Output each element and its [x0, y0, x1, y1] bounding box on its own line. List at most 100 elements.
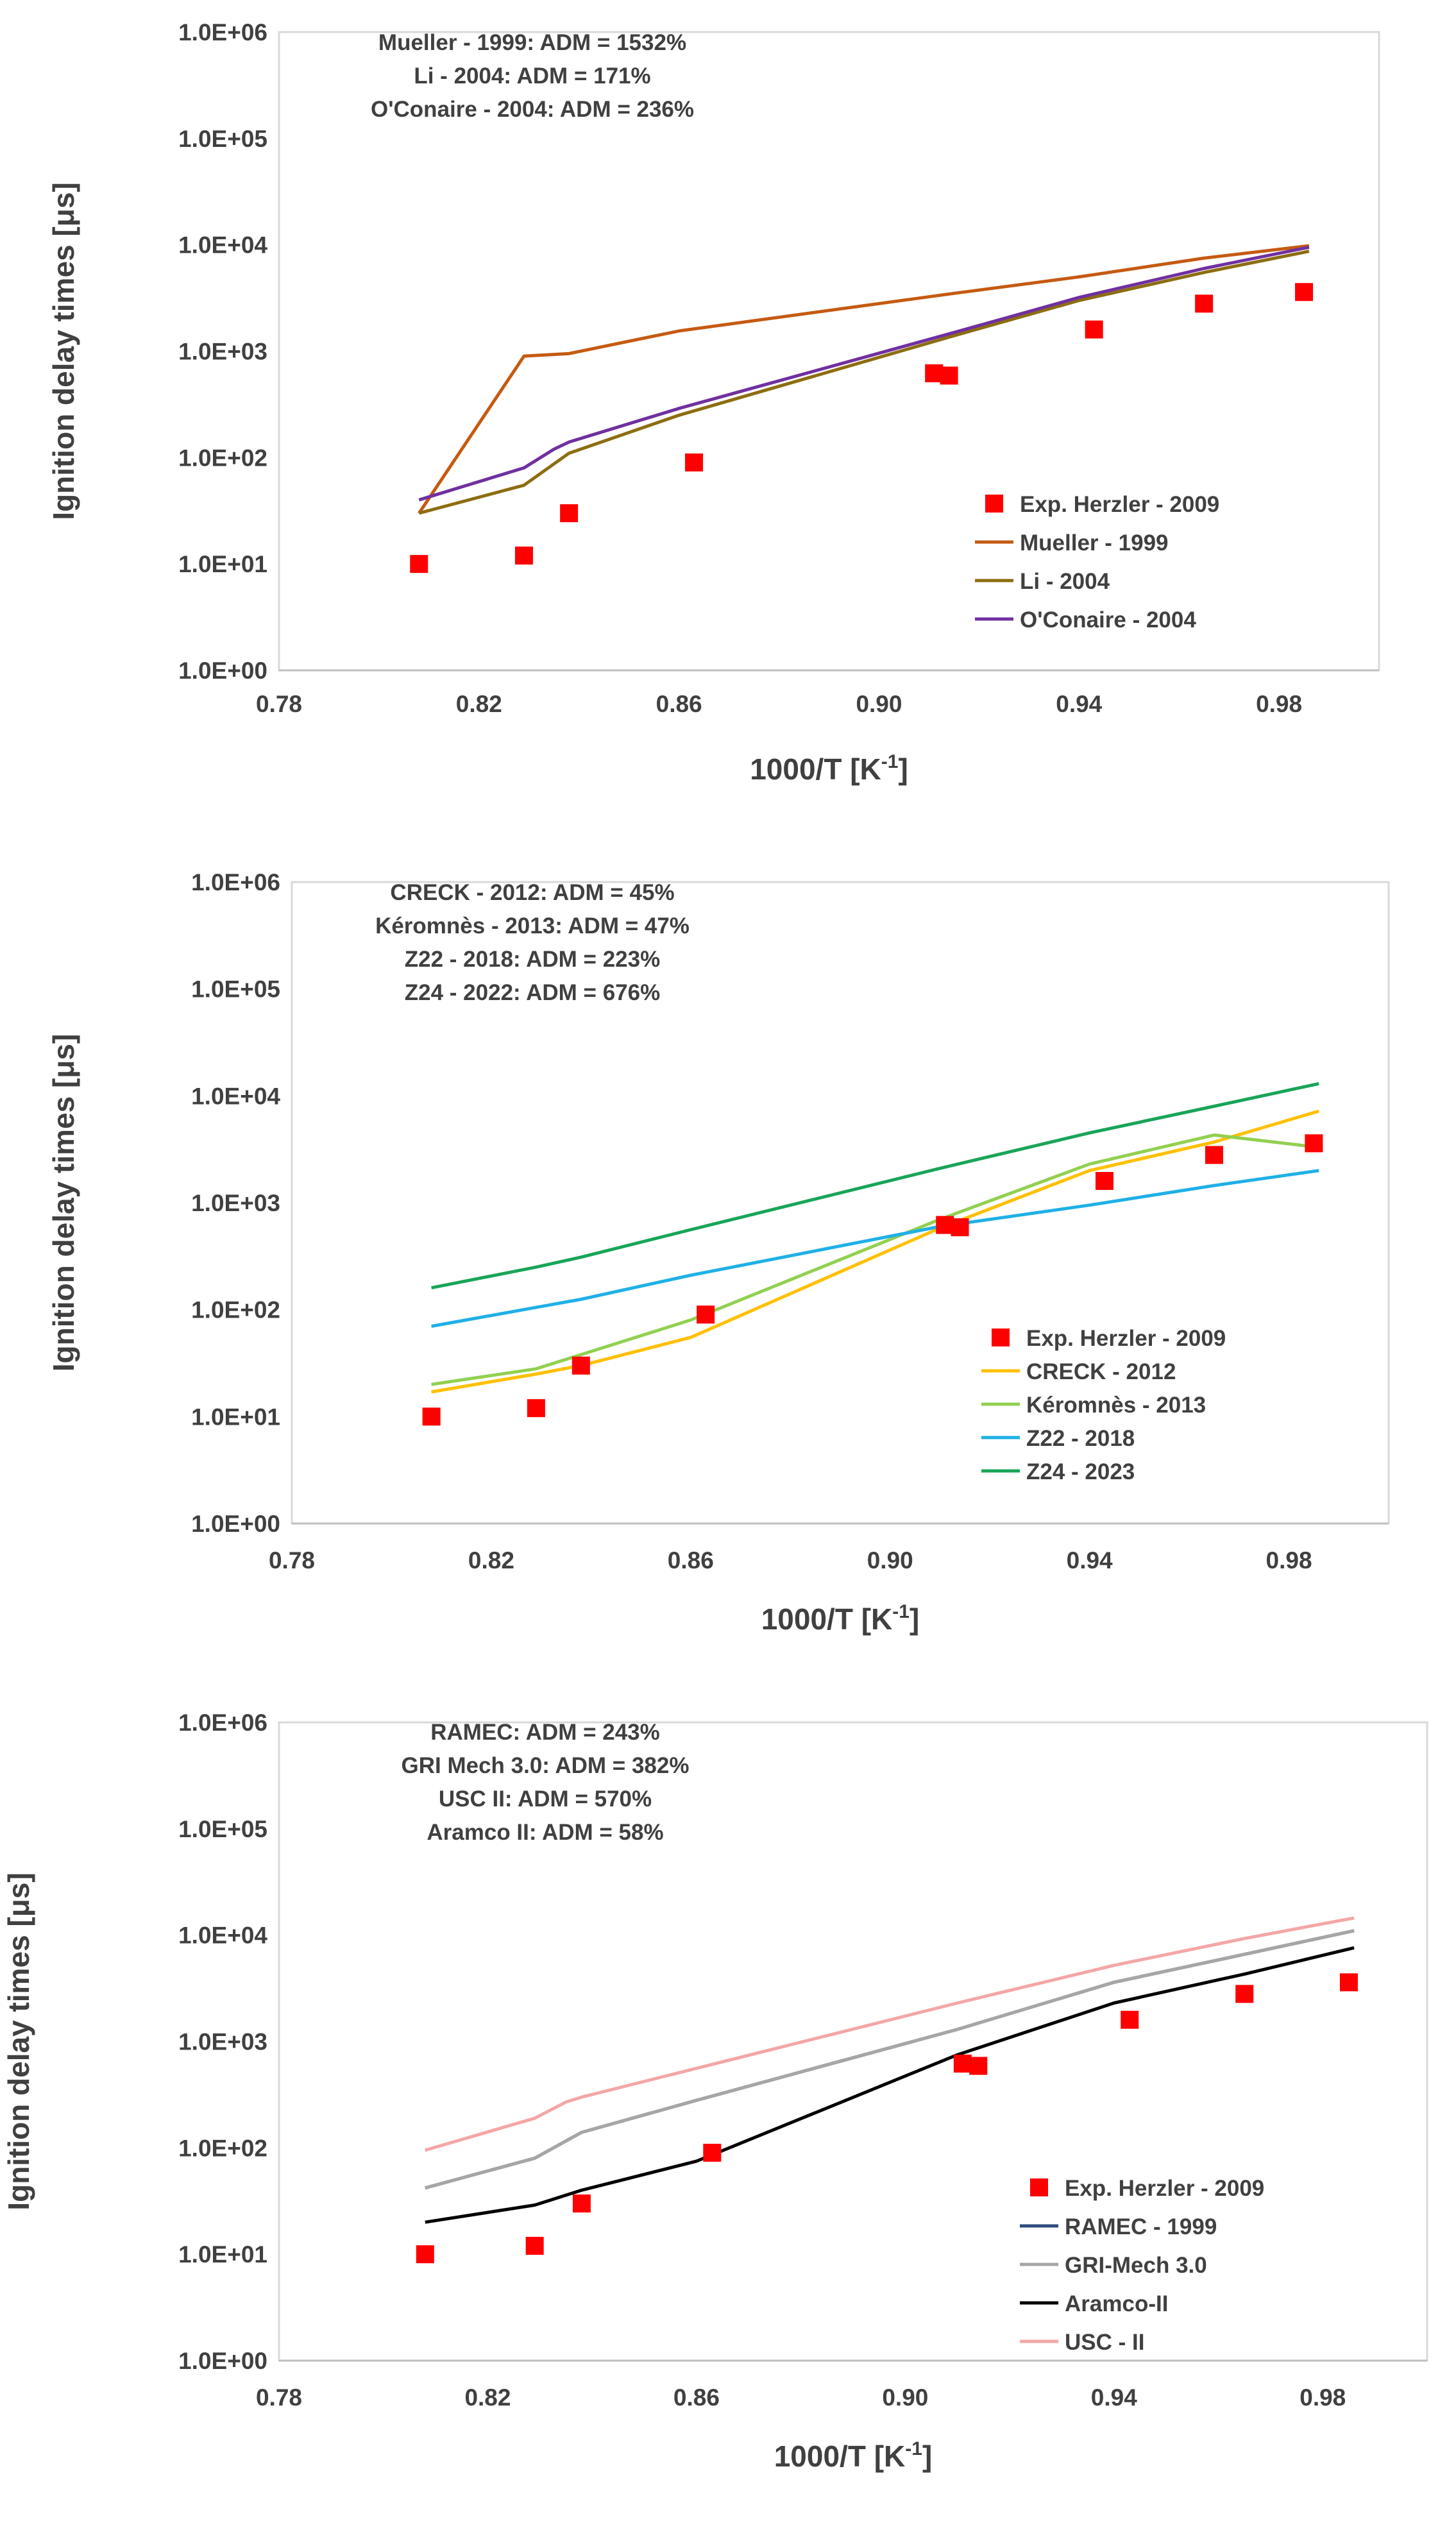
y-tick-label: 1.0E+03 — [178, 2029, 267, 2055]
legend-label-3: Z22 - 2018 — [1026, 1426, 1135, 1451]
exp-data-point — [1085, 320, 1103, 339]
series-line-4 — [425, 1916, 1355, 2152]
series-line-2 — [431, 1133, 1319, 1386]
exp-data-point — [527, 1399, 545, 1418]
series-line-1 — [431, 1109, 1319, 1394]
legend-label-4: Z24 - 2023 — [1026, 1459, 1135, 1484]
legend-label-exp: Exp. Herzler - 2009 — [1026, 1326, 1226, 1351]
x-axis-title-main: 1000/T [K — [761, 1602, 893, 1636]
legend-label-2: Li - 2004 — [1020, 569, 1110, 594]
exp-data-point — [572, 2194, 591, 2213]
exp-data-point — [1295, 283, 1314, 301]
exp-data-point — [969, 2057, 988, 2075]
y-tick-label: 1.0E+04 — [178, 1923, 267, 1949]
series-line-1 — [418, 244, 1310, 514]
y-tick-label: 1.0E+04 — [178, 232, 267, 259]
exp-data-point — [925, 364, 944, 382]
exp-data-point — [685, 453, 704, 471]
x-axis-title-main: 1000/T [K — [750, 752, 881, 786]
adm-annotation: CRECK - 2012: ADM = 45% — [390, 880, 674, 905]
exp-data-point — [560, 504, 579, 523]
series-line-2 — [425, 1929, 1355, 2190]
x-tick-label: 0.78 — [256, 691, 302, 717]
y-tick-label: 1.0E+06 — [191, 869, 280, 896]
y-axis-title: Ignition delay times [μs] — [2, 1872, 35, 2211]
exp-data-point — [525, 2237, 544, 2255]
adm-annotation: Mueller - 1999: ADM = 1532% — [378, 30, 686, 55]
exp-data-point — [514, 547, 533, 565]
x-tick-label: 0.82 — [468, 1547, 514, 1574]
x-axis-title: 1000/T [K-1] — [774, 2438, 933, 2473]
legend-marker-exp — [1030, 2178, 1048, 2196]
adm-annotation: USC II: ADM = 570% — [439, 1787, 652, 1812]
series-line-3 — [431, 1169, 1319, 1328]
x-tick-label: 0.94 — [1067, 1547, 1113, 1574]
series-line-2 — [418, 250, 1310, 515]
adm-annotation: O'Conaire - 2004: ADM = 236% — [371, 97, 694, 122]
x-axis-title-end: ] — [910, 1602, 919, 1636]
plot-frame — [278, 1721, 1428, 2362]
y-tick-label: 1.0E+02 — [178, 2135, 267, 2161]
y-tick-label: 1.0E+01 — [178, 551, 267, 577]
y-tick-label: 1.0E+00 — [178, 2348, 267, 2374]
adm-annotation: Kéromnès - 2013: ADM = 47% — [375, 913, 690, 938]
y-tick-label: 1.0E+01 — [191, 1404, 280, 1430]
x-axis-title-superscript: -1 — [905, 2438, 922, 2459]
adm-annotation: Aramco II: ADM = 58% — [427, 1820, 663, 1845]
series-line-1 — [425, 1929, 1355, 2190]
x-tick-label: 0.78 — [269, 1547, 315, 1574]
exp-data-point — [1121, 2010, 1139, 2029]
legend-label-1: CRECK - 2012 — [1026, 1359, 1176, 1384]
legend-label-3: O'Conaire - 2004 — [1020, 607, 1196, 632]
y-tick-label: 1.0E+03 — [191, 1190, 280, 1216]
adm-annotation: Z22 - 2018: ADM = 223% — [405, 947, 660, 972]
x-tick-label: 0.98 — [1266, 1547, 1312, 1574]
y-tick-label: 1.0E+00 — [178, 658, 267, 684]
exp-data-point — [1205, 1146, 1223, 1164]
x-tick-label: 0.82 — [456, 691, 502, 717]
x-axis-title-end: ] — [922, 2440, 932, 2473]
legend-label-exp: Exp. Herzler - 2009 — [1065, 2176, 1264, 2201]
y-tick-label: 1.0E+02 — [191, 1297, 280, 1323]
exp-data-point — [1195, 294, 1214, 313]
x-axis-title: 1000/T [K-1] — [761, 1601, 920, 1636]
x-tick-label: 0.86 — [656, 691, 702, 717]
chart-panel-1: 1.0E+00 1.0E+01 1.0E+02 1.0E+03 1.0E+04 1.0E+… — [0, 0, 1456, 834]
series-line-3 — [418, 245, 1310, 502]
adm-annotation: GRI Mech 3.0: ADM = 382% — [402, 1753, 690, 1778]
exp-data-point — [571, 1356, 590, 1375]
legend-label-1: Mueller - 1999 — [1020, 531, 1169, 556]
x-tick-label: 0.94 — [1091, 2384, 1137, 2411]
adm-annotation: RAMEC: ADM = 243% — [430, 1720, 660, 1745]
exp-data-point — [1305, 1134, 1323, 1153]
y-axis-title: Ignition delay times [μs] — [47, 1034, 80, 1372]
x-tick-label: 0.94 — [1056, 691, 1102, 717]
exp-data-point — [416, 2245, 434, 2264]
exp-data-point — [940, 366, 958, 385]
y-tick-label: 1.0E+05 — [178, 1816, 267, 1842]
exp-data-point — [1235, 1985, 1254, 2003]
legend-label-exp: Exp. Herzler - 2009 — [1020, 492, 1219, 517]
y-tick-label: 1.0E+06 — [178, 19, 267, 46]
y-tick-label: 1.0E+02 — [178, 445, 267, 471]
x-axis-title-end: ] — [898, 752, 908, 786]
y-tick-label: 1.0E+00 — [191, 1511, 280, 1537]
chart-3: 1.0E+00 1.0E+01 1.0E+02 1.0E+03 1.0E+04 1.0E+… — [2, 1710, 1428, 2473]
plot-frame — [278, 31, 1380, 672]
chart-panel-3: 1.0E+00 1.0E+01 1.0E+02 1.0E+03 1.0E+04 1.0E+… — [0, 1687, 1456, 2521]
exp-data-point — [422, 1407, 441, 1426]
x-axis-title-main: 1000/T [K — [774, 2440, 906, 2473]
exp-data-point — [703, 2143, 722, 2162]
x-tick-label: 0.86 — [673, 2384, 720, 2411]
adm-annotation: Li - 2004: ADM = 171% — [414, 64, 650, 89]
x-axis-title: 1000/T [K-1] — [750, 751, 908, 786]
exp-data-point — [951, 1218, 969, 1237]
x-tick-label: 0.78 — [256, 2384, 302, 2411]
exp-data-point — [697, 1305, 715, 1324]
x-tick-label: 0.90 — [856, 691, 902, 717]
plot-frame — [291, 881, 1390, 1525]
exp-data-point — [1095, 1171, 1113, 1190]
chart-2: 1.0E+00 1.0E+01 1.0E+02 1.0E+03 1.0E+04 1.0E+… — [47, 869, 1390, 1636]
y-tick-label: 1.0E+05 — [178, 126, 267, 152]
exp-data-point — [410, 555, 428, 573]
